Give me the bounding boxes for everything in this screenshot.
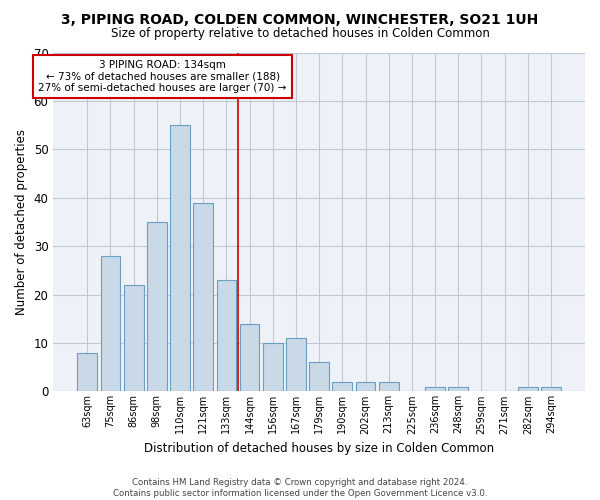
Bar [263,343,283,392]
Bar [217,280,236,392]
Bar [379,382,398,392]
X-axis label: Distribution of detached houses by size in Colden Common: Distribution of detached houses by size … [144,442,494,455]
Bar [101,256,121,392]
Bar [332,382,352,392]
Bar [286,338,306,392]
Bar [147,222,167,392]
Bar [448,386,468,392]
Bar [170,125,190,392]
Bar [518,386,538,392]
Text: Size of property relative to detached houses in Colden Common: Size of property relative to detached ho… [110,28,490,40]
Bar [124,285,143,392]
Bar [240,324,259,392]
Bar [541,386,561,392]
Text: 3 PIPING ROAD: 134sqm
← 73% of detached houses are smaller (188)
27% of semi-det: 3 PIPING ROAD: 134sqm ← 73% of detached … [38,60,287,93]
Text: 3, PIPING ROAD, COLDEN COMMON, WINCHESTER, SO21 1UH: 3, PIPING ROAD, COLDEN COMMON, WINCHESTE… [61,12,539,26]
Bar [309,362,329,392]
Text: Contains HM Land Registry data © Crown copyright and database right 2024.
Contai: Contains HM Land Registry data © Crown c… [113,478,487,498]
Bar [425,386,445,392]
Bar [77,352,97,392]
Bar [356,382,376,392]
Y-axis label: Number of detached properties: Number of detached properties [15,129,28,315]
Bar [193,202,213,392]
